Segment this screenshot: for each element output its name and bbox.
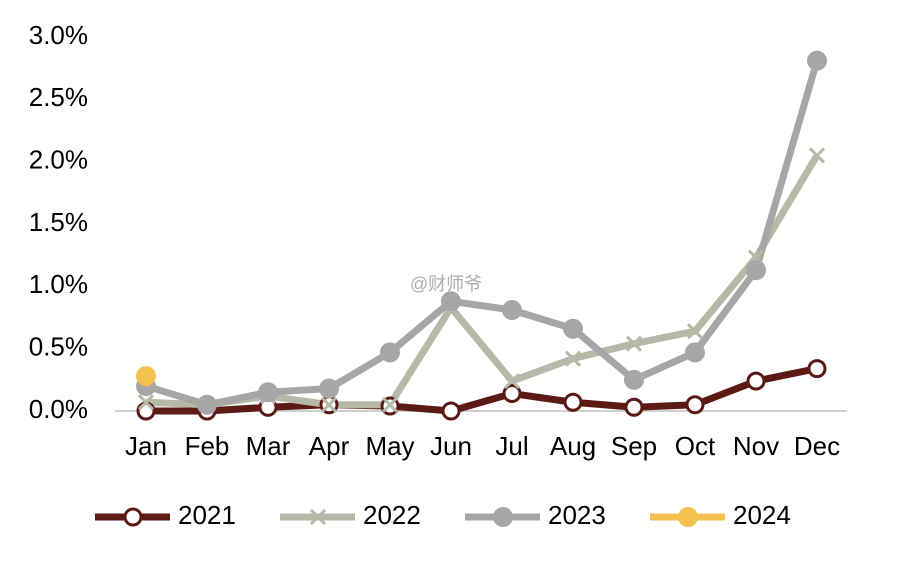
x-tick-label: Aug xyxy=(550,431,596,461)
y-tick-label: 0.0% xyxy=(29,394,88,424)
x-tick-label: Apr xyxy=(309,431,350,461)
data-point xyxy=(563,318,583,339)
data-point xyxy=(808,147,826,164)
legend-marker xyxy=(493,507,513,527)
data-point xyxy=(502,384,522,404)
data-point xyxy=(503,373,521,390)
data-point xyxy=(320,396,338,413)
data-point xyxy=(380,342,400,363)
watermark: @财师爷 xyxy=(410,274,482,294)
legend-label: 2023 xyxy=(548,500,606,530)
data-point xyxy=(686,323,704,340)
x-tick-label: Jul xyxy=(495,431,528,461)
y-tick-label: 1.0% xyxy=(29,269,88,299)
data-point xyxy=(137,394,155,411)
x-tick-label: Jun xyxy=(430,431,472,461)
data-point xyxy=(746,260,766,281)
x-tick-label: Sep xyxy=(611,431,657,461)
data-point xyxy=(381,396,399,413)
x-tick-label: Mar xyxy=(246,431,291,461)
data-point xyxy=(807,359,827,379)
data-point xyxy=(136,401,156,421)
data-point xyxy=(807,50,827,71)
x-tick-label: Nov xyxy=(733,431,779,461)
data-point xyxy=(136,366,156,387)
series-line xyxy=(144,59,821,409)
series-line xyxy=(146,365,818,415)
data-point xyxy=(258,382,278,403)
data-point xyxy=(624,397,644,417)
data-point xyxy=(685,395,705,415)
y-tick-label: 0.5% xyxy=(29,332,88,362)
x-tick-label: Jan xyxy=(125,431,167,461)
y-tick-label: 1.5% xyxy=(29,207,88,237)
legend-marker xyxy=(123,507,143,527)
legend-label: 2021 xyxy=(178,500,236,530)
data-point xyxy=(746,371,766,391)
y-tick-label: 2.0% xyxy=(29,145,88,175)
y-tick-label: 2.5% xyxy=(29,82,88,112)
legend-label: 2022 xyxy=(363,500,421,530)
data-point xyxy=(625,335,643,352)
data-point xyxy=(563,392,583,412)
data-point xyxy=(624,369,644,390)
x-tick-label: Feb xyxy=(185,431,230,461)
y-tick-label: 3.0% xyxy=(29,20,88,50)
data-point xyxy=(197,394,217,415)
x-tick-label: Oct xyxy=(675,431,716,461)
data-point xyxy=(502,300,522,321)
legend-marker xyxy=(309,508,327,526)
x-tick-label: Dec xyxy=(794,431,840,461)
x-tick-label: May xyxy=(365,431,414,461)
data-point xyxy=(685,342,705,363)
data-point xyxy=(319,378,339,399)
legend-label: 2024 xyxy=(733,500,791,530)
data-point xyxy=(441,401,461,421)
data-point xyxy=(564,350,582,367)
legend-marker xyxy=(678,507,698,527)
data-point xyxy=(441,291,461,312)
